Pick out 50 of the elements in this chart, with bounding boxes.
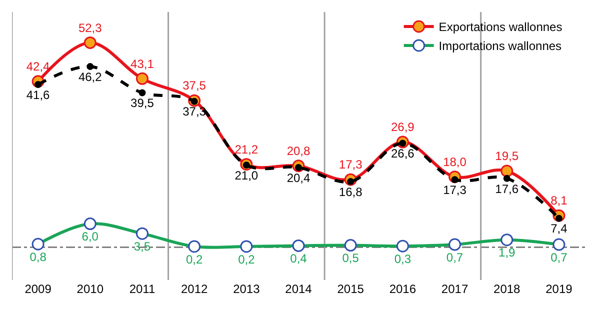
legend-label: Exportations wallonnes [438,20,562,34]
x-tick-label: 2016 [389,282,416,296]
data-label: 46,2 [78,70,102,84]
data-label: 0,5 [342,251,360,266]
data-label: 21,2 [234,142,258,156]
x-tick-label: 2012 [180,282,208,296]
data-label: 39,5 [130,96,154,110]
data-label: 18,0 [443,154,467,169]
data-label: 21,0 [234,168,258,182]
data-label: 6,0 [82,230,99,244]
data-label: 41,6 [26,88,50,102]
point [503,174,510,182]
x-tick-label: 2017 [441,282,468,296]
x-tick-label: 2010 [76,282,104,296]
x-tick-label: 2015 [337,282,364,296]
data-label: 8,1 [550,194,568,208]
point [500,164,514,178]
data-label: 20,4 [286,170,310,185]
data-label: 0,8 [30,250,47,264]
x-tick-label: 2014 [285,282,312,296]
x-tick-label: 2013 [233,282,260,296]
data-label: 0,7 [446,250,464,264]
data-label: 42,4 [26,60,50,74]
data-label: 0,3 [394,252,412,266]
data-label: 17,6 [495,182,519,196]
data-label: 43,1 [130,56,154,71]
data-label: 1,9 [498,246,516,260]
data-label: 17,3 [443,182,467,197]
legend-label: Importations wallonnes [438,39,562,54]
data-label: 20,8 [286,144,310,158]
data-label: 0,2 [238,252,256,266]
x-tick-label: 2019 [546,282,573,296]
x-tick-label: 2018 [494,282,521,296]
data-label: 52,3 [78,20,102,35]
point [86,63,94,70]
data-label: 7,4 [550,222,568,236]
data-label: 37,5 [182,78,206,93]
x-tick-label: 2009 [24,282,52,296]
data-label: 0,2 [186,252,203,266]
data-label: 17,3 [338,158,363,172]
x-tick-label: 2011 [129,282,156,296]
data-label: 0,4 [290,252,308,266]
point [138,89,146,96]
data-label: 26,6 [391,146,415,161]
data-label: 19,5 [495,149,519,164]
point [84,36,96,49]
data-label: 26,9 [391,120,415,134]
point [136,72,148,85]
data-label: 0,7 [550,250,568,264]
data-label: 16,8 [338,184,363,199]
